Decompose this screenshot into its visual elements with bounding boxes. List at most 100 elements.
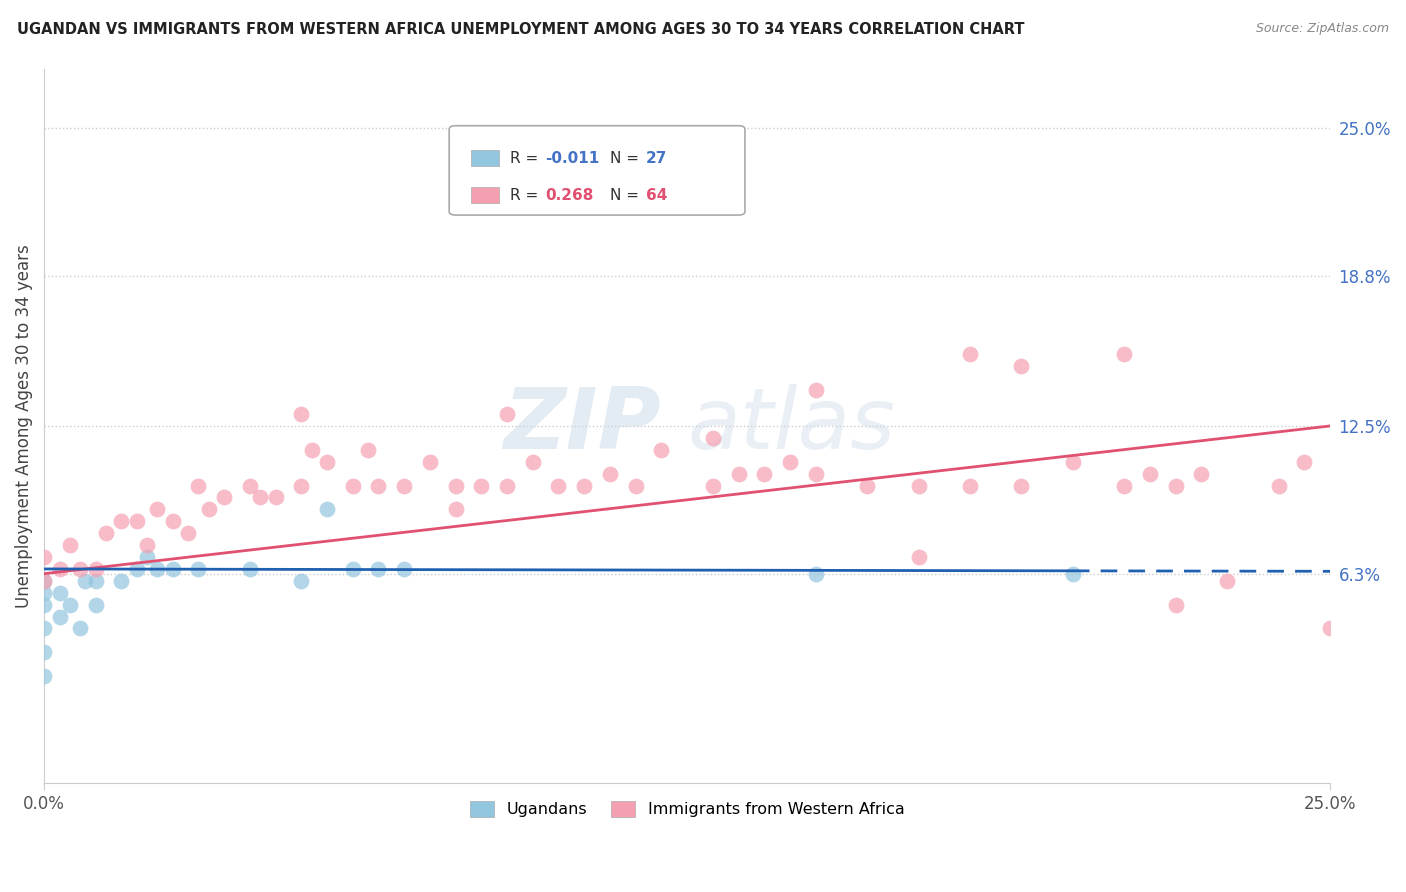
Point (32, 645, 55, 659)
Point (392, 562, 415, 576)
Point (1062, 455, 1084, 469)
Point (496, 478, 519, 492)
Point (69, 622, 91, 636)
Text: UGANDAN VS IMMIGRANTS FROM WESTERN AFRICA UNEMPLOYMENT AMONG AGES 30 TO 34 YEARS: UGANDAN VS IMMIGRANTS FROM WESTERN AFRIC… (17, 22, 1025, 37)
Point (804, 383, 827, 397)
Text: 64: 64 (645, 187, 668, 202)
Point (290, 574, 312, 588)
Point (754, 467, 776, 481)
Point (48, 609, 70, 624)
Point (162, 562, 184, 576)
Point (212, 491, 235, 505)
Point (316, 455, 339, 469)
Point (804, 467, 827, 481)
Point (187, 562, 209, 576)
Point (177, 526, 200, 541)
Point (1062, 566, 1084, 581)
Point (125, 514, 148, 528)
Point (239, 562, 262, 576)
Point (907, 478, 929, 492)
Point (342, 562, 364, 576)
Point (84, 598, 107, 612)
FancyBboxPatch shape (471, 187, 499, 202)
Point (1139, 467, 1161, 481)
Point (1267, 478, 1289, 492)
Text: 27: 27 (645, 151, 668, 166)
Text: atlas: atlas (688, 384, 896, 467)
Point (779, 455, 801, 469)
Point (84, 562, 107, 576)
Point (804, 566, 827, 581)
Point (1216, 574, 1239, 588)
Y-axis label: Unemployment Among Ages 30 to 34 years: Unemployment Among Ages 30 to 34 years (15, 244, 32, 607)
Point (249, 491, 271, 505)
Point (1114, 478, 1136, 492)
Point (522, 455, 544, 469)
Point (59, 598, 82, 612)
Point (1191, 467, 1213, 481)
Text: N =: N = (610, 151, 644, 166)
Text: R =: R = (509, 151, 543, 166)
Point (959, 478, 981, 492)
Point (599, 467, 621, 481)
Point (290, 478, 312, 492)
Point (856, 478, 879, 492)
Point (392, 478, 415, 492)
Point (470, 478, 492, 492)
Point (702, 478, 724, 492)
Point (1164, 478, 1187, 492)
Point (650, 442, 672, 457)
FancyBboxPatch shape (471, 150, 499, 166)
Point (1010, 359, 1032, 374)
Point (357, 442, 380, 457)
Point (444, 478, 467, 492)
Point (727, 467, 749, 481)
Point (32, 574, 55, 588)
Point (48, 562, 70, 576)
Point (290, 407, 312, 421)
Point (342, 478, 364, 492)
Point (136, 538, 159, 552)
Point (32, 598, 55, 612)
Point (162, 514, 184, 528)
Point (1164, 598, 1187, 612)
Text: -0.011: -0.011 (546, 151, 600, 166)
Point (367, 478, 389, 492)
Text: R =: R = (509, 187, 543, 202)
Point (1319, 622, 1341, 636)
Text: 0.268: 0.268 (546, 187, 593, 202)
Point (239, 478, 262, 492)
Point (316, 502, 339, 516)
Point (146, 562, 169, 576)
Point (48, 586, 70, 600)
Point (496, 407, 519, 421)
Point (94, 526, 117, 541)
Point (1114, 347, 1136, 361)
Point (32, 574, 55, 588)
Point (110, 514, 132, 528)
Point (197, 502, 219, 516)
Point (146, 502, 169, 516)
FancyBboxPatch shape (449, 126, 745, 215)
Point (32, 549, 55, 564)
Point (301, 442, 323, 457)
Point (136, 549, 159, 564)
Point (702, 431, 724, 445)
Point (264, 491, 287, 505)
Point (84, 574, 107, 588)
Point (624, 478, 647, 492)
Point (32, 586, 55, 600)
Point (32, 669, 55, 683)
Point (69, 562, 91, 576)
Point (419, 455, 441, 469)
Point (574, 478, 596, 492)
Point (1010, 478, 1032, 492)
Text: ZIP: ZIP (503, 384, 661, 467)
Point (444, 502, 467, 516)
Point (110, 574, 132, 588)
Point (187, 478, 209, 492)
Point (547, 478, 569, 492)
Legend: Ugandans, Immigrants from Western Africa: Ugandans, Immigrants from Western Africa (461, 793, 912, 825)
Point (125, 562, 148, 576)
Point (1294, 455, 1316, 469)
